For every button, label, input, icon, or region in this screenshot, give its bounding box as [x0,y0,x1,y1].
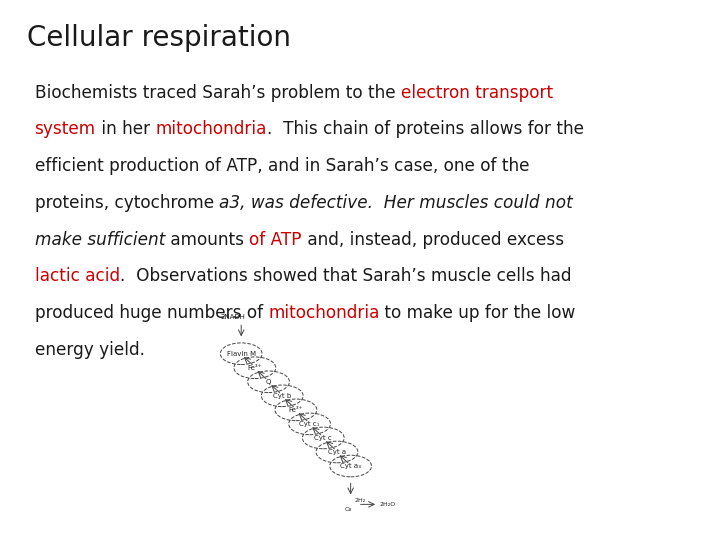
Text: Cyt a₃: Cyt a₃ [341,463,361,469]
Text: produced huge numbers of: produced huge numbers of [35,304,268,322]
Text: Biochemists traced Sarah’s problem to the: Biochemists traced Sarah’s problem to th… [35,84,400,102]
Text: .  Observations showed that Sarah’s muscle cells had: . Observations showed that Sarah’s muscl… [120,267,571,285]
Text: proteins, cytochrome: proteins, cytochrome [35,194,219,212]
Text: a3, was defective.  Her muscles could not: a3, was defective. Her muscles could not [219,194,573,212]
Text: 2NADH: 2NADH [220,314,245,320]
Text: Cyt b: Cyt b [273,393,292,399]
Text: Cyt c₁: Cyt c₁ [300,421,320,427]
Text: and, instead, produced excess: and, instead, produced excess [302,231,564,248]
Text: Cyt a: Cyt a [328,449,346,455]
Text: amounts: amounts [165,231,249,248]
Text: electron transport: electron transport [400,84,553,102]
Text: 2H₂O: 2H₂O [379,502,396,507]
Text: make sufficient: make sufficient [35,231,165,248]
Text: mitochondria: mitochondria [156,120,266,138]
Text: Fe³⁺: Fe³⁺ [289,407,303,413]
Text: of ATP: of ATP [249,231,302,248]
Text: .  This chain of proteins allows for the: . This chain of proteins allows for the [266,120,584,138]
Text: Cyt c: Cyt c [315,435,332,441]
Text: mitochondria: mitochondria [268,304,379,322]
Text: lactic acid: lactic acid [35,267,120,285]
Text: Cellular respiration: Cellular respiration [27,24,292,52]
Text: Flavin M: Flavin M [227,350,256,357]
Text: efficient production of ATP, and in Sarah’s case, one of the: efficient production of ATP, and in Sara… [35,157,529,175]
Text: to make up for the low: to make up for the low [379,304,576,322]
Text: O₂: O₂ [345,507,352,512]
Text: system: system [35,120,96,138]
Text: Q: Q [266,379,271,385]
Text: in her: in her [96,120,156,138]
Text: 2H₂: 2H₂ [354,498,366,503]
Text: energy yield.: energy yield. [35,341,145,359]
Text: Fe³⁺: Fe³⁺ [248,364,262,371]
